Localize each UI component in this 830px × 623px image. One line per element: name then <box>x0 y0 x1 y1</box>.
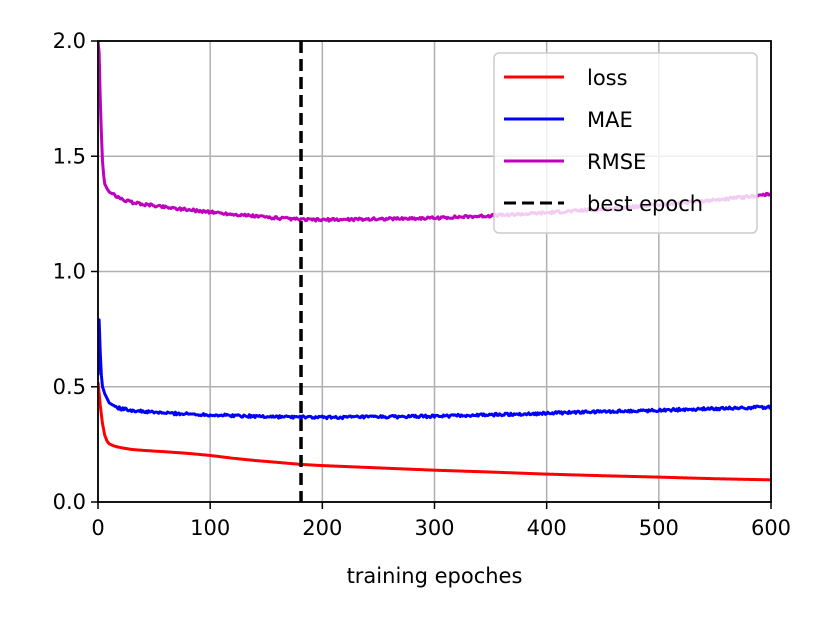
series-line-loss <box>98 381 771 482</box>
legend-box <box>493 52 758 234</box>
x-tick-label: 200 <box>302 516 342 540</box>
y-tick-label: 2.0 <box>53 29 86 53</box>
series-line-mae <box>98 318 771 421</box>
legend-label-mae: MAE <box>587 108 633 132</box>
x-tick-label: 500 <box>639 516 679 540</box>
y-tick-label: 1.0 <box>53 260 86 284</box>
legend: loss MAE RMSE best epoch <box>493 52 758 234</box>
legend-label-loss: loss <box>587 66 628 90</box>
y-tick-label: 0.0 <box>53 490 86 514</box>
x-tick-label: 300 <box>414 516 454 540</box>
y-tick-label: 0.5 <box>53 375 86 399</box>
x-tick-label: 400 <box>527 516 567 540</box>
legend-label-best-epoch: best epoch <box>587 192 703 216</box>
x-tick-label: 0 <box>91 516 104 540</box>
x-tick-label: 600 <box>751 516 791 540</box>
x-axis-title: training epoches <box>347 564 523 588</box>
x-tick-label: 100 <box>190 516 230 540</box>
y-tick-label: 1.5 <box>53 144 86 168</box>
axes: 0 100 200 300 400 500 600 0.0 0.5 1.0 1.5 2.0 <box>53 29 791 540</box>
legend-label-rmse: RMSE <box>587 150 646 174</box>
